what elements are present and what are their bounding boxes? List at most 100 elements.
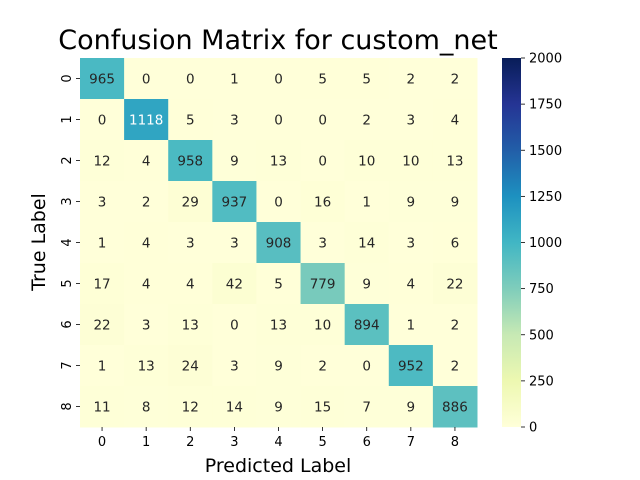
- heatmap-cell: [344, 304, 390, 346]
- heatmap-cell: [124, 304, 169, 346]
- cell-value-label: 10: [314, 318, 331, 334]
- cell-value-label: 13: [446, 154, 463, 170]
- x-tick-label: 0: [98, 435, 106, 450]
- cell-value-label: 1: [230, 72, 239, 88]
- cell-value-label: 0: [318, 113, 327, 129]
- heatmap-cell: [212, 345, 257, 387]
- cell-value-label: 1118: [129, 113, 163, 129]
- cell-value-label: 1: [362, 195, 371, 211]
- heatmap-cell: [124, 99, 169, 141]
- heatmap-cell: [388, 58, 434, 100]
- cell-value-label: 9: [274, 400, 283, 416]
- cell-value-label: 3: [230, 236, 239, 252]
- heatmap-cell: [256, 181, 302, 223]
- cell-value-label: 0: [362, 359, 371, 375]
- x-axis-label: Predicted Label: [205, 455, 352, 477]
- cell-value-label: 22: [446, 277, 463, 293]
- y-tick-label: 5: [60, 279, 75, 287]
- y-tick-label: 2: [60, 156, 75, 164]
- heatmap-cell: [388, 304, 434, 346]
- heatmap-cell: [80, 304, 125, 346]
- heatmap-cell: [168, 140, 213, 182]
- cell-value-label: 3: [142, 318, 151, 334]
- heatmap-cell: [212, 140, 257, 182]
- cell-value-label: 13: [270, 154, 287, 170]
- heatmap-cell: [80, 345, 125, 387]
- cell-value-label: 0: [230, 318, 239, 334]
- cell-value-label: 22: [93, 318, 110, 334]
- heatmap-cell: [212, 58, 257, 100]
- cell-value-label: 0: [142, 72, 151, 88]
- heatmap-cell: [388, 263, 434, 305]
- chart-title: Confusion Matrix for custom_net: [58, 25, 497, 56]
- heatmap-cell: [124, 58, 169, 100]
- heatmap-cell: [256, 58, 302, 100]
- heatmap-cell: [256, 140, 302, 182]
- cell-value-label: 0: [274, 113, 283, 129]
- colorbar-tick-label: 1750: [529, 98, 562, 113]
- cell-value-label: 4: [407, 277, 416, 293]
- heatmap-cell: [124, 263, 169, 305]
- heatmap-cell: [168, 99, 213, 141]
- cell-value-label: 7: [362, 400, 371, 416]
- y-tick-label: 3: [60, 197, 75, 205]
- heatmap-cell: [432, 345, 478, 387]
- x-axis-ticks: 0 1 2 3 4 5 6 7 8: [98, 427, 459, 450]
- heatmap-cell: [344, 222, 390, 264]
- cell-value-label: 965: [89, 72, 115, 88]
- heatmap-cell: [212, 386, 257, 428]
- cell-value-label: 17: [93, 277, 110, 293]
- heatmap-cell: [432, 222, 478, 264]
- cell-value-label: 42: [226, 277, 243, 293]
- cell-value-label: 3: [186, 236, 195, 252]
- cell-value-label: 0: [274, 72, 283, 88]
- cell-value-label: 4: [451, 113, 460, 129]
- heatmap-cell: [256, 222, 302, 264]
- cell-value-label: 6: [451, 236, 460, 252]
- cell-value-label: 908: [266, 236, 292, 252]
- y-axis-label: True Label: [28, 193, 50, 292]
- heatmap-cell: [212, 263, 257, 305]
- cell-value-label: 4: [142, 277, 151, 293]
- cell-value-label: 9: [451, 195, 460, 211]
- heatmap-cell: [432, 58, 478, 100]
- heatmap-cell: [80, 181, 125, 223]
- heatmap-cell: [344, 99, 390, 141]
- heatmap-cell: [300, 181, 346, 223]
- y-tick-label: 6: [60, 320, 75, 328]
- heatmap-cells: 965 0 0 1 0 5 5 2 20 1118 5 3 0 0 2 3 412 4 958 9 13 0 10 10 133…: [80, 58, 478, 428]
- heatmap-cell: [344, 345, 390, 387]
- heatmap-cell: [344, 386, 390, 428]
- heatmap-cell: [168, 304, 213, 346]
- heatmap-cell: [432, 263, 478, 305]
- heatmap-cell: [388, 386, 434, 428]
- heatmap-cell: [344, 181, 390, 223]
- heatmap-cell: [80, 263, 125, 305]
- heatmap-cell: [300, 222, 346, 264]
- cell-value-label: 958: [177, 154, 203, 170]
- cell-value-label: 13: [270, 318, 287, 334]
- heatmap-cell: [432, 140, 478, 182]
- heatmap-cell: [212, 181, 257, 223]
- heatmap-cell: [300, 99, 346, 141]
- heatmap-cell: [80, 58, 125, 100]
- heatmap-cell: [300, 304, 346, 346]
- heatmap-cell: [124, 181, 169, 223]
- cell-value-label: 29: [182, 195, 199, 211]
- cell-value-label: 2: [451, 359, 460, 375]
- heatmap-cell: [80, 140, 125, 182]
- heatmap-cell: [256, 345, 302, 387]
- heatmap-cell: [124, 222, 169, 264]
- cell-value-label: 10: [358, 154, 375, 170]
- cell-value-label: 9: [407, 400, 416, 416]
- heatmap-cell: [300, 140, 346, 182]
- cell-value-label: 2: [407, 72, 416, 88]
- heatmap-cell: [124, 345, 169, 387]
- cell-value-label: 4: [186, 277, 195, 293]
- x-tick-label: 6: [363, 435, 371, 450]
- heatmap-cell: [80, 386, 125, 428]
- heatmap-cell: [124, 140, 169, 182]
- heatmap-cell: [344, 263, 390, 305]
- x-tick-label: 3: [230, 435, 238, 450]
- cell-value-label: 4: [142, 154, 151, 170]
